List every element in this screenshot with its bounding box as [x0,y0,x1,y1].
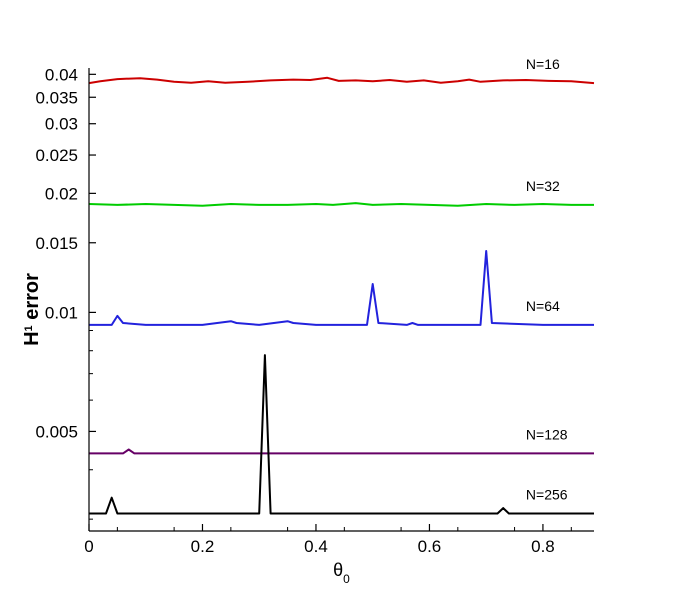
y-tick-label: 0.005 [35,422,78,441]
series-label-2: N=32 [526,178,560,194]
x-axis-title-sub: 0 [343,572,350,586]
series-label-5: N=256 [526,487,568,503]
y-tick-label: 0.02 [45,184,78,203]
ticks: 0 0.2 0.4 0.6 0.8 0.04 0.035 0.03 0.025 0.02 0.015… [35,65,572,556]
y-axis-title-main: H [21,331,43,345]
x-tick-label: 0.2 [191,537,215,556]
x-tick-label: 0.8 [531,537,555,556]
series-layer [88,76,595,515]
y-tick-label: 0.025 [35,146,78,165]
y-axis-title: H1 error [21,273,43,346]
y-tick-label: 0.04 [45,65,78,84]
x-axis-title: θ0 [333,560,350,586]
y-tick-label: 0.01 [45,303,78,322]
series-label-1: N=16 [526,56,560,72]
x-tick-label: 0.4 [304,537,328,556]
series-line-1 [88,76,595,85]
y-axis-title-sup: 1 [23,325,35,331]
x-axis-title-main: θ [333,560,343,580]
y-axis-title-rest: error [21,273,43,325]
series-label-4: N=128 [526,426,568,442]
series-line-4 [89,448,594,455]
x-tick-label: 0.6 [418,537,442,556]
series-line-5 [89,354,594,515]
series-label-3: N=64 [526,298,560,314]
y-tick-label: 0.03 [45,115,78,134]
x-tick-label: 0 [84,537,93,556]
y-tick-label: 0.035 [35,88,78,107]
axes [88,68,594,532]
series-line-3 [89,250,594,326]
y-tick-label: 0.015 [35,234,78,253]
series-labels: N=16 N=32 N=64 N=128 N=256 [526,56,568,502]
series-line-2 [88,202,594,207]
